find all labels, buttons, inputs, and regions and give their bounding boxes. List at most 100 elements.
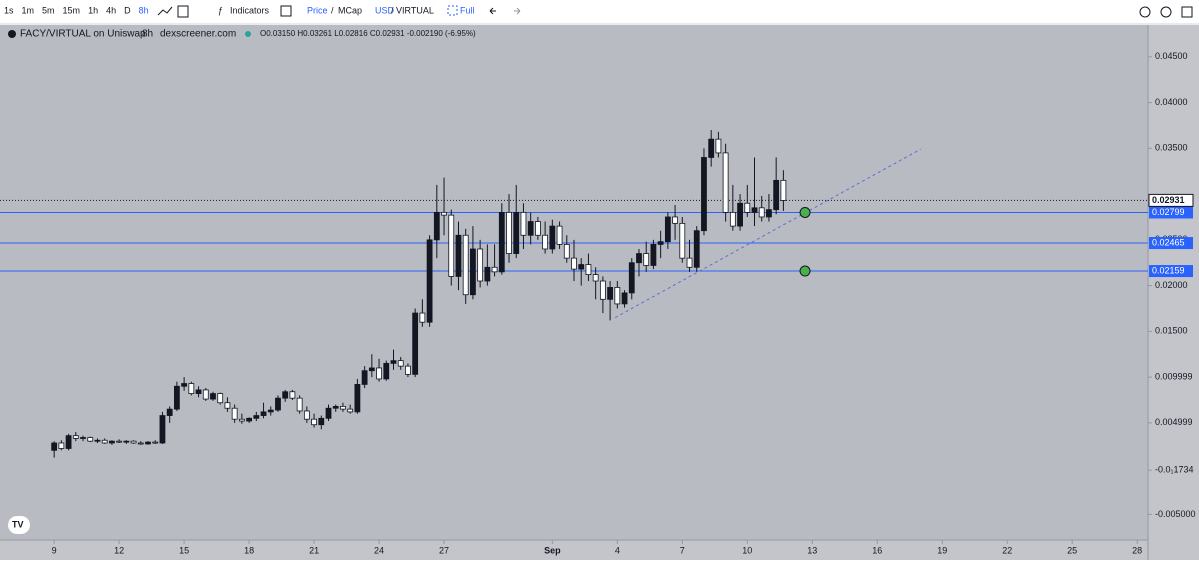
candle-body xyxy=(368,367,375,372)
candle-body xyxy=(376,367,382,380)
full-button[interactable]: Full xyxy=(460,5,475,15)
fx-icon[interactable]: ƒ xyxy=(218,5,223,15)
x-tick-label: 27 xyxy=(439,545,449,555)
y-tick-label: -0.0₁1734 xyxy=(1155,465,1194,475)
candle-body xyxy=(123,440,130,443)
status-dot xyxy=(245,31,251,37)
candle-body xyxy=(686,257,693,268)
candle-body xyxy=(766,209,772,218)
candle-body xyxy=(578,264,585,270)
candle-body xyxy=(636,253,642,264)
candle-body xyxy=(737,202,743,227)
candle-body xyxy=(729,211,736,227)
redo-button[interactable] xyxy=(514,7,521,15)
x-tick-label: 18 xyxy=(244,545,254,555)
candle-body xyxy=(513,211,520,254)
candle-body xyxy=(484,266,491,282)
candle-body xyxy=(693,230,700,268)
candle-body xyxy=(87,437,94,442)
price-label: 0.02159 xyxy=(1152,265,1185,275)
candle-body xyxy=(340,405,346,410)
candle-body xyxy=(607,287,614,300)
candle-body xyxy=(173,385,180,410)
interval-button[interactable]: 4h xyxy=(106,5,116,15)
candle-body xyxy=(188,383,195,394)
legend-interval: 8h xyxy=(142,29,153,40)
candle-body xyxy=(455,234,462,277)
price-label: 0.02465 xyxy=(1152,237,1185,247)
y-tick-label: 0.004999 xyxy=(1155,417,1193,427)
candle-body xyxy=(715,138,722,154)
price-toggle[interactable]: Price xyxy=(307,5,328,15)
candle-body xyxy=(289,391,296,399)
candle-body xyxy=(332,405,339,409)
price-axis xyxy=(1148,25,1199,560)
undo-button[interactable] xyxy=(489,7,496,15)
candle-body xyxy=(318,417,325,426)
candle-body xyxy=(506,211,512,254)
candle-body xyxy=(448,214,455,277)
candle-body xyxy=(599,280,606,300)
candle-body xyxy=(650,244,657,266)
settings-icon[interactable] xyxy=(1160,6,1172,18)
interval-button[interactable]: 8h xyxy=(139,5,149,15)
trendline xyxy=(614,148,921,319)
candle-body xyxy=(238,418,245,422)
y-tick-label: 0.01500 xyxy=(1155,326,1188,336)
candle-body xyxy=(542,234,549,250)
full-icon[interactable] xyxy=(447,5,458,16)
candle-body xyxy=(621,292,628,305)
quote-toggle[interactable]: / VIRTUAL xyxy=(391,5,434,15)
symbol-name: FACY/VIRTUAL on Uniswap xyxy=(20,29,146,40)
candle-body xyxy=(498,211,505,273)
candle-body xyxy=(354,384,361,413)
toolbar xyxy=(0,0,1199,24)
layout-icon[interactable] xyxy=(280,5,292,17)
x-tick-label: 4 xyxy=(615,545,620,555)
candle-body xyxy=(94,439,101,442)
alert-icon[interactable] xyxy=(1139,6,1151,18)
candle-body xyxy=(202,389,209,400)
chart-type-icon[interactable] xyxy=(157,6,173,16)
interval-button[interactable]: D xyxy=(124,5,131,15)
x-tick-label: 28 xyxy=(1132,545,1142,555)
candle-body xyxy=(109,440,115,444)
candle-body xyxy=(72,435,79,439)
usd-toggle[interactable]: USD xyxy=(375,5,395,15)
candle-body xyxy=(383,362,390,380)
interval-button[interactable]: 15m xyxy=(63,5,81,15)
indicators-button[interactable]: Indicators xyxy=(230,5,270,15)
interval-button[interactable]: 1s xyxy=(4,5,14,15)
price-label-bg xyxy=(1149,237,1193,250)
marker xyxy=(799,265,811,277)
candle-body xyxy=(231,407,238,420)
candle-body xyxy=(744,202,751,213)
candle-body xyxy=(246,417,252,422)
candle-body xyxy=(145,441,151,445)
candle-body xyxy=(433,211,440,241)
candle-body xyxy=(708,138,715,158)
candle-body xyxy=(361,370,368,385)
candle-body xyxy=(58,442,65,449)
candle-body xyxy=(520,211,527,236)
time-axis xyxy=(0,540,1148,560)
candle-icon[interactable] xyxy=(177,5,189,18)
candle-body xyxy=(311,418,317,426)
y-tick-label: -0.005000 xyxy=(1155,509,1196,519)
x-tick-label: 12 xyxy=(114,545,124,555)
candle-body xyxy=(181,383,188,387)
interval-button[interactable]: 1m xyxy=(22,5,35,15)
candle-body xyxy=(664,216,671,243)
candle-body xyxy=(534,221,541,236)
fullscreen-icon[interactable] xyxy=(1181,6,1193,18)
price-label-bg xyxy=(1149,206,1193,219)
x-tick-label: 13 xyxy=(807,545,817,555)
mcap-toggle[interactable]: MCap xyxy=(338,5,362,15)
interval-button[interactable]: 1h xyxy=(88,5,98,15)
candle-body xyxy=(296,397,303,412)
candle-body xyxy=(491,266,498,273)
y-tick-label: 0.009999 xyxy=(1155,371,1193,381)
candle-body xyxy=(701,157,707,232)
interval-button[interactable]: 5m xyxy=(42,5,55,15)
